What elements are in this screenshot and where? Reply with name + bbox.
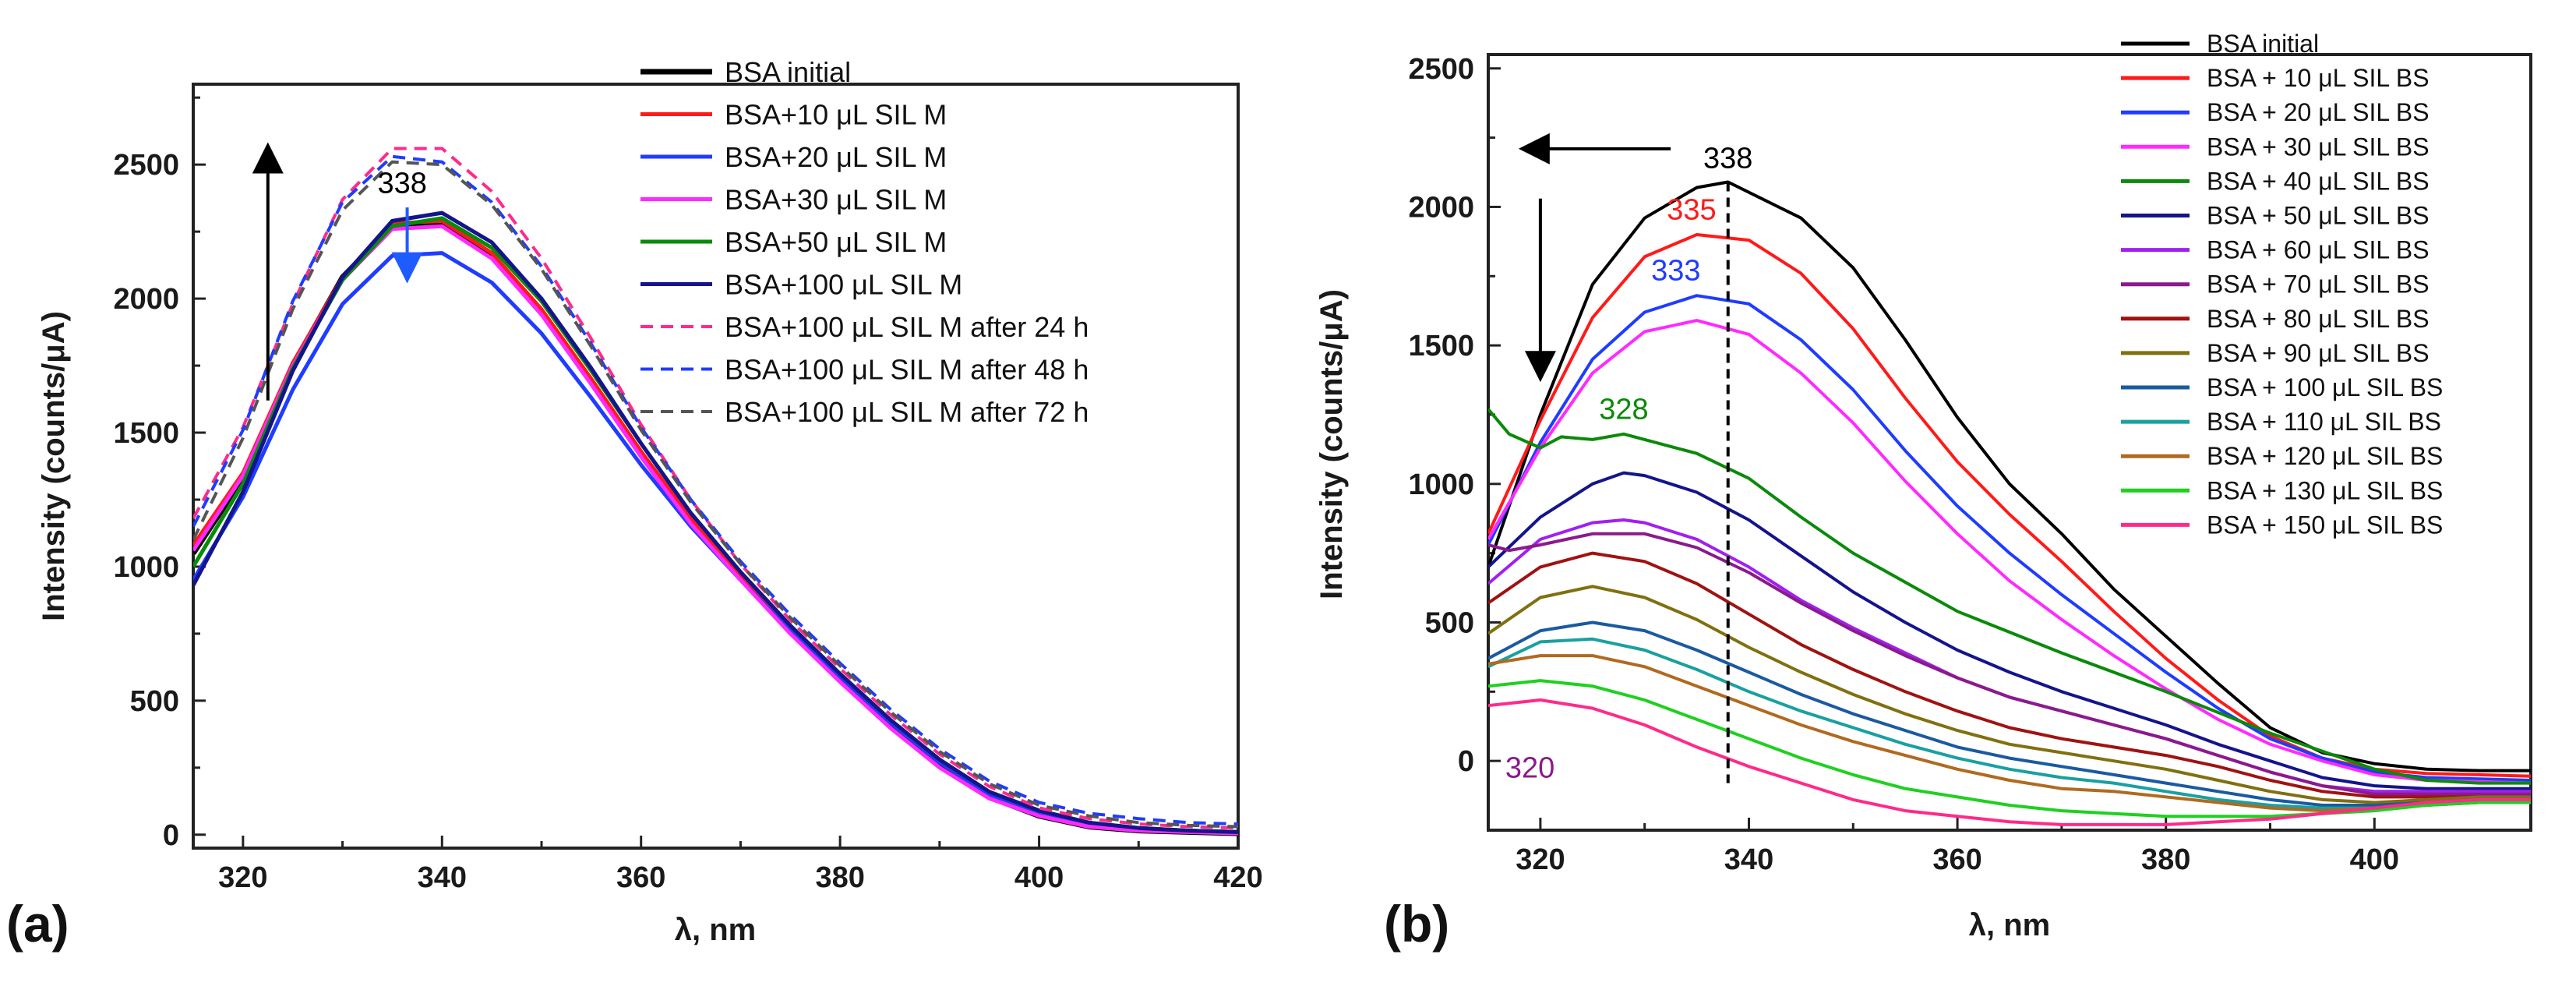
panel-a-y-axis-title: Intensity (counts/μA) xyxy=(37,311,71,621)
panel-a-ticks: 320 340 360 380 400 420 0 500 1000 1500 2000 2500 xyxy=(113,96,1263,894)
peak-annotation: 338 xyxy=(1703,143,1752,175)
legend-entry-label: BSA + 90 μL SIL BS xyxy=(2207,339,2430,367)
series-line-1 xyxy=(1488,233,2531,778)
x-tick-label: 340 xyxy=(418,861,467,894)
y-tick-label: 0 xyxy=(163,819,179,852)
series-line-14 xyxy=(1488,698,2531,826)
legend-entry-label: BSA + 110 μL SIL BS xyxy=(2207,408,2441,436)
legend-entry-label: BSA + 60 μL SIL BS xyxy=(2207,236,2430,264)
legend-entry-label: BSA+10 μL SIL M xyxy=(725,99,947,131)
x-tick-label: 420 xyxy=(1213,861,1262,894)
x-tick-label: 360 xyxy=(616,861,665,894)
panel-a: 320 340 360 380 400 420 0 500 1000 1500 2000 2500 3… xyxy=(6,56,1263,953)
series-line-3 xyxy=(1488,319,2531,785)
y-tick-label: 500 xyxy=(130,685,179,718)
legend-entry-label: BSA + 120 μL SIL BS xyxy=(2207,442,2443,470)
panel-a-series-group xyxy=(193,147,1238,836)
peak-annotation: 320 xyxy=(1505,751,1554,784)
x-tick-label: 340 xyxy=(1724,843,1773,876)
series-line-0 xyxy=(1488,180,2531,772)
series-line-12 xyxy=(1488,654,2531,813)
panel-b-label: (b) xyxy=(1384,895,1449,953)
legend-entry-label: BSA + 20 μL SIL BS xyxy=(2207,98,2430,126)
panel-b-ticks: 320 340 360 380 400 0 500 1000 1500 2000 2500 xyxy=(1408,53,2399,876)
y-tick-label: 1500 xyxy=(113,417,179,450)
legend-entry-label: BSA + 50 μL SIL BS xyxy=(2207,202,2430,230)
legend-entry-label: BSA initial xyxy=(725,56,851,88)
y-tick-label: 2000 xyxy=(1408,191,1474,224)
legend-entry-label: BSA initial xyxy=(2207,30,2319,58)
panel-a-x-axis-title: λ, nm xyxy=(675,913,756,947)
x-tick-label: 360 xyxy=(1932,843,1981,876)
y-tick-label: 1000 xyxy=(1408,468,1474,501)
series-line-9 xyxy=(1488,585,2531,804)
legend-entry-label: BSA + 70 μL SIL BS xyxy=(2207,270,2430,299)
peak-annotation: 338 xyxy=(377,167,426,200)
x-tick-label: 400 xyxy=(2350,843,2399,876)
panel-b-x-axis-title: λ, nm xyxy=(1969,908,2050,942)
series-line-7 xyxy=(1488,532,2531,796)
series-line-13 xyxy=(1488,679,2531,818)
x-tick-label: 380 xyxy=(815,861,864,894)
y-tick-label: 1000 xyxy=(113,551,179,584)
panel-a-label: (a) xyxy=(6,895,69,953)
panel-b-legend: BSA initial BSA + 10 μL SIL BS BSA + 20 μL… xyxy=(2121,30,2443,539)
y-tick-label: 2500 xyxy=(1408,53,1474,86)
series-line-5 xyxy=(193,210,1238,834)
legend-entry-label: BSA + 150 μL SIL BS xyxy=(2207,511,2443,539)
panel-b-plot-frame xyxy=(1487,53,2532,832)
legend-entry-label: BSA+50 μL SIL M xyxy=(725,226,947,258)
series-line-6 xyxy=(193,147,1238,830)
panel-a-annotations: 338 xyxy=(252,142,427,401)
y-tick-label: 0 xyxy=(1458,745,1474,778)
peak-annotation: 333 xyxy=(1651,255,1700,288)
x-tick-label: 380 xyxy=(2141,843,2190,876)
y-tick-label: 2500 xyxy=(113,149,179,182)
y-tick-label: 1500 xyxy=(1408,330,1474,362)
peak-annotation: 335 xyxy=(1667,193,1716,226)
legend-entry-label: BSA+100 μL SIL M after 72 h xyxy=(725,396,1089,428)
x-tick-label: 320 xyxy=(218,861,267,894)
series-line-5 xyxy=(1488,471,2531,790)
legend-entry-label: BSA+30 μL SIL M xyxy=(725,184,947,216)
legend-entry-label: BSA + 40 μL SIL BS xyxy=(2207,167,2430,195)
series-line-10 xyxy=(1488,620,2531,807)
panel-a-plot-frame xyxy=(192,83,1240,850)
series-line-2 xyxy=(1488,294,2531,782)
panel-a-legend: BSA initial BSA+10 μL SIL M BSA+20 μL SIL … xyxy=(640,56,1089,428)
panel-b-annotations: 338 335 333 328 320 xyxy=(1505,133,1752,784)
legend-entry-label: BSA + 100 μL SIL BS xyxy=(2207,373,2443,401)
legend-entry-label: BSA+100 μL SIL M xyxy=(725,269,962,301)
series-line-4 xyxy=(1488,408,2531,785)
legend-entry-label: BSA + 10 μL SIL BS xyxy=(2207,64,2430,92)
series-line-8 xyxy=(1488,551,2531,799)
panel-b-series-group xyxy=(1488,180,2531,826)
legend-entry-label: BSA+20 μL SIL M xyxy=(725,141,947,173)
x-tick-label: 400 xyxy=(1015,861,1064,894)
legend-entry-label: BSA+100 μL SIL M after 24 h xyxy=(725,311,1089,343)
peak-annotation: 328 xyxy=(1599,393,1648,426)
legend-entry-label: BSA+100 μL SIL M after 48 h xyxy=(725,354,1089,386)
panel-b-y-axis-title: Intensity (counts/μA) xyxy=(1314,289,1349,599)
series-line-8 xyxy=(193,160,1238,829)
series-line-7 xyxy=(193,154,1238,826)
y-tick-label: 500 xyxy=(1425,606,1474,639)
legend-entry-label: BSA + 130 μL SIL BS xyxy=(2207,476,2443,504)
legend-entry-label: BSA + 30 μL SIL BS xyxy=(2207,133,2430,161)
x-tick-label: 320 xyxy=(1516,843,1565,876)
legend-entry-label: BSA + 80 μL SIL BS xyxy=(2207,305,2430,333)
y-tick-label: 2000 xyxy=(113,283,179,316)
